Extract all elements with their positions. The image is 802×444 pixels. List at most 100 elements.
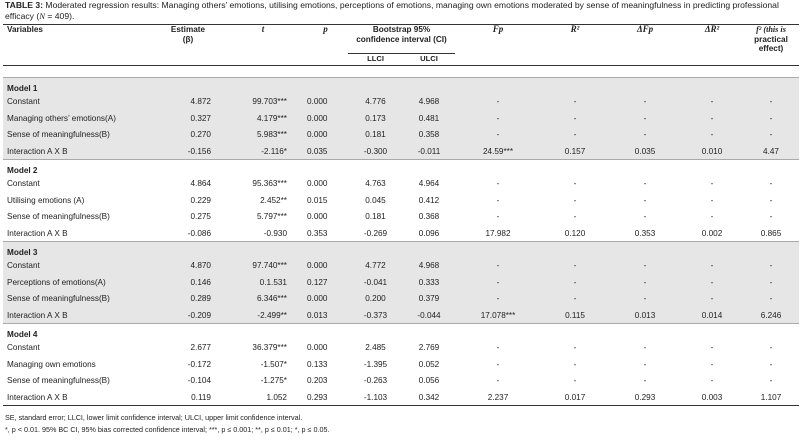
cell-ulci: 0.368 <box>418 212 440 222</box>
cell-p: 0.000 <box>303 93 348 110</box>
cell-ulci: 4.964 <box>418 179 440 189</box>
cell-t: -1.275* <box>260 376 287 386</box>
cell-f2: - <box>743 290 800 307</box>
header-f2: f² (this is practical effect) <box>743 24 800 54</box>
cell-variable: Utilising emotions (A) <box>7 195 85 205</box>
cell-t: -2.116* <box>223 143 303 160</box>
cell-delta-fp: - <box>643 179 647 189</box>
cell-fp: - <box>496 212 500 222</box>
table-row: Constant 4.870 97.740*** 0.000 4.772 4.968- - -… <box>3 257 800 274</box>
cell-estimate: 0.270 <box>153 126 223 143</box>
cell-variable: Sense of meaningfulness(B) <box>7 376 110 386</box>
cell-f2: - <box>743 110 800 127</box>
cell-t: -2.499** <box>223 307 303 324</box>
header-fp: Fp <box>455 24 542 54</box>
cell-p: 0.127 <box>303 274 348 291</box>
cell-f2: 1.107 <box>743 389 800 406</box>
cell-ulci: 0.342 <box>403 389 456 406</box>
header-estimate: Estimate (β) <box>153 24 223 54</box>
header-f2-label: f² (this is <box>756 25 786 34</box>
cell-delta-r2: - <box>681 126 744 143</box>
model-title: Model 1 <box>3 77 800 94</box>
cell-ulci: -0.044 <box>403 307 456 324</box>
model-header-row: Model 3 <box>3 241 800 258</box>
cell-p: 0.015 <box>307 195 328 205</box>
header-variables: Variables <box>3 24 153 54</box>
cell-delta-r2: 0.014 <box>681 307 744 324</box>
cell-llci: -0.263 <box>363 376 388 386</box>
cell-r2: - <box>541 93 610 110</box>
model-header-row: Model 2 <box>3 159 800 176</box>
cell-delta-fp: 0.013 <box>609 307 682 324</box>
cell-variable: Sense of meaningfulness(B) <box>7 212 110 222</box>
cell-ulci: 0.481 <box>403 110 456 127</box>
cell-variable: Constant <box>7 179 40 189</box>
cell-delta-fp: - <box>643 376 647 386</box>
cell-t: 0.1.531 <box>223 274 303 291</box>
cell-estimate: 4.864 <box>190 179 212 189</box>
cell-r2: - <box>573 343 577 353</box>
cell-ulci: 0.358 <box>403 126 456 143</box>
note-abbreviations: SE, standard error; LLCI, lower limit co… <box>5 413 303 422</box>
header-estimate-beta: (β) <box>182 34 194 44</box>
cell-ulci: 0.412 <box>418 195 440 205</box>
table-caption: TABLE 3: Moderated regression results: M… <box>5 0 799 21</box>
cell-fp: - <box>496 179 500 189</box>
cell-t: 97.740*** <box>223 257 303 274</box>
cell-delta-r2: - <box>710 212 714 222</box>
cell-llci: 0.181 <box>365 212 386 222</box>
cell-f2: - <box>743 274 800 291</box>
header-estimate-label: Estimate <box>170 25 206 34</box>
cell-variable: Interaction A X B <box>7 228 68 238</box>
cell-estimate: -0.104 <box>187 376 211 386</box>
cell-estimate: 0.119 <box>153 389 223 406</box>
table-row: Interaction A X B 0.119 1.052 0.293 -1.103 0.… <box>3 389 800 406</box>
cell-p: 0.000 <box>307 179 328 189</box>
header-p: p <box>303 24 348 54</box>
cell-fp: - <box>455 290 542 307</box>
cell-estimate: 4.870 <box>153 257 223 274</box>
cell-estimate: -0.209 <box>153 307 223 324</box>
cell-variable: Perceptions of emotions(A) <box>3 274 153 291</box>
cell-r2: - <box>541 290 610 307</box>
header-t: t <box>223 24 303 54</box>
cell-llci: -1.103 <box>348 389 403 406</box>
table-notes: SE, standard error; LLCI, lower limit co… <box>5 412 799 436</box>
cell-estimate: -0.172 <box>187 359 211 369</box>
cell-p: 0.000 <box>303 126 348 143</box>
cell-fp: - <box>455 257 542 274</box>
caption-n-symbol: N <box>39 10 45 21</box>
cell-t: 2.452** <box>260 195 287 205</box>
cell-r2: - <box>541 110 610 127</box>
cell-llci: -0.300 <box>348 143 403 160</box>
cell-variable: Constant <box>3 93 153 110</box>
cell-t: -0.930 <box>263 228 287 238</box>
cell-delta-r2: 0.003 <box>681 389 744 406</box>
cell-fp: - <box>496 376 500 386</box>
cell-llci: 4.763 <box>365 179 386 189</box>
cell-fp: - <box>455 126 542 143</box>
caption-text: Moderated regression results: Managing o… <box>5 0 779 21</box>
cell-delta-fp: - <box>643 195 647 205</box>
cell-r2: - <box>573 195 577 205</box>
cell-t: 5.797*** <box>256 212 287 222</box>
cell-f2: - <box>769 343 773 353</box>
cell-ulci: 0.056 <box>418 376 440 386</box>
header-bootstrap: Bootstrap 95% confidence interval (CI) <box>348 24 456 54</box>
cell-fp: 24.59*** <box>455 143 542 160</box>
cell-p: 0.353 <box>307 228 328 238</box>
cell-ulci: 0.379 <box>403 290 456 307</box>
cell-t: 95.363*** <box>252 179 287 189</box>
cell-llci: 4.772 <box>348 257 403 274</box>
cell-delta-r2: - <box>710 343 714 353</box>
cell-t: 5.983*** <box>223 126 303 143</box>
cell-p: 0.203 <box>307 376 328 386</box>
cell-r2: - <box>541 257 610 274</box>
header-bootstrap-sub: confidence interval (CI) <box>356 34 447 44</box>
cell-fp: 2.237 <box>455 389 542 406</box>
cell-delta-r2: - <box>681 290 744 307</box>
cell-delta-r2: - <box>710 195 714 205</box>
cell-variable: Constant <box>3 257 153 274</box>
cell-delta-r2: - <box>681 257 744 274</box>
model-header-row: Model 1 <box>3 77 800 94</box>
